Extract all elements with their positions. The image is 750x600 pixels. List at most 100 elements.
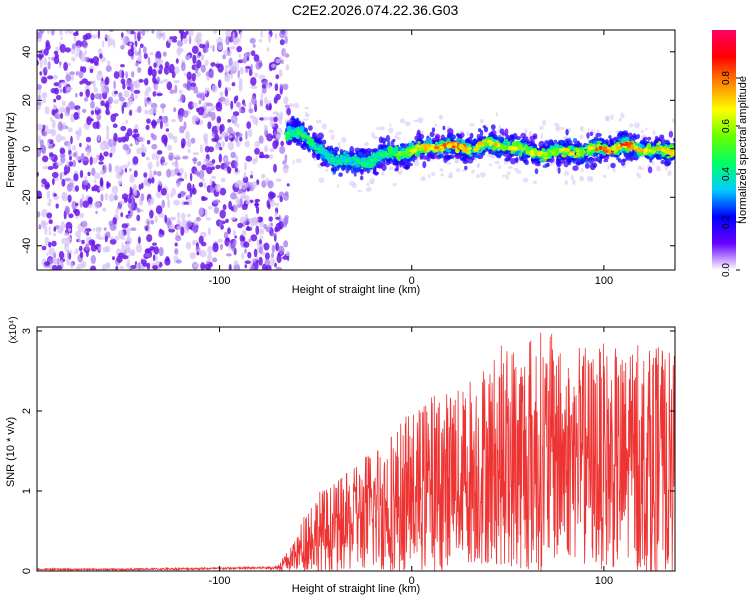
heatmap-cell — [392, 183, 397, 187]
heatmap-cell — [61, 178, 66, 187]
heatmap-cell — [58, 106, 66, 113]
heatmap-cell — [122, 37, 126, 47]
heatmap-cell — [270, 63, 276, 68]
heatmap-cell — [274, 211, 278, 218]
heatmap-cell — [187, 30, 194, 37]
heatmap-cell — [423, 147, 427, 152]
heatmap-cell — [207, 227, 211, 236]
heatmap-cell — [284, 215, 289, 220]
heatmap-cell — [259, 228, 265, 235]
heatmap-cell — [249, 115, 256, 120]
heatmap-cell — [75, 92, 78, 98]
heatmap-cell — [179, 191, 187, 196]
heatmap-cell — [72, 152, 78, 158]
heatmap-cell — [239, 31, 243, 39]
heatmap-cell — [275, 242, 279, 252]
heatmap-cell — [58, 250, 65, 259]
heatmap-cell — [225, 30, 232, 38]
heatmap-cell — [47, 75, 54, 80]
heatmap-cell — [179, 125, 185, 134]
heatmap-cell — [423, 140, 430, 145]
heatmap-cell — [37, 123, 44, 131]
heatmap-cell — [52, 171, 59, 179]
heatmap-cell — [113, 99, 119, 105]
heatmap-cell — [263, 242, 270, 251]
heatmap-cell — [81, 193, 85, 203]
heatmap-cell — [364, 141, 369, 147]
heatmap-cell — [570, 175, 574, 181]
heatmap-cell — [81, 66, 87, 73]
heatmap-cell — [608, 135, 612, 139]
heatmap-cell — [599, 155, 603, 159]
heatmap-cell — [166, 81, 173, 91]
heatmap-cell — [241, 252, 245, 260]
heatmap-cell — [267, 180, 274, 189]
heatmap-cell — [435, 133, 441, 140]
heatmap-cell — [302, 135, 306, 139]
heatmap-cell — [158, 69, 163, 75]
heatmap-cell — [47, 138, 51, 143]
heatmap-cell — [283, 240, 289, 248]
heatmap-cell — [83, 97, 89, 102]
heatmap-cell — [231, 82, 236, 87]
heatmap-cell — [113, 71, 120, 79]
heatmap-cell — [284, 154, 288, 162]
heatmap-cell — [327, 156, 332, 160]
heatmap-cell — [353, 168, 357, 173]
y-tick-label: 1 — [21, 488, 33, 494]
heatmap-cell — [204, 87, 208, 95]
heatmap-cell — [515, 169, 522, 174]
heatmap-cell — [155, 160, 160, 168]
heatmap-cell — [190, 82, 197, 88]
heatmap-cell — [469, 132, 474, 139]
heatmap-cell — [47, 202, 52, 207]
heatmap-cell — [579, 175, 585, 182]
heatmap-cell — [93, 87, 99, 93]
heatmap-cell — [388, 127, 394, 134]
heatmap-cell — [211, 84, 218, 93]
heatmap-cell — [106, 143, 110, 151]
heatmap-cell — [146, 118, 151, 124]
heatmap-cell — [234, 167, 238, 173]
heatmap-cell — [235, 154, 239, 163]
heatmap-cell — [512, 133, 518, 140]
heatmap-cell — [653, 148, 657, 151]
heatmap-cell — [311, 142, 315, 147]
heatmap-cell — [283, 96, 289, 105]
heatmap-cell — [589, 163, 596, 171]
heatmap-cell — [81, 78, 88, 84]
heatmap-cell — [220, 177, 226, 183]
x-tick-label: 0 — [409, 575, 415, 587]
heatmap-cell — [273, 163, 277, 173]
heatmap-cell — [198, 51, 202, 57]
heatmap-cell — [286, 107, 291, 116]
heatmap-cell — [307, 138, 315, 142]
heatmap-cell — [422, 155, 429, 160]
heatmap-cell — [128, 196, 132, 204]
heatmap-cell — [95, 210, 98, 215]
heatmap-cell — [241, 236, 246, 242]
heatmap-cell — [68, 252, 72, 260]
colorbar-tick-label: 0.2 — [721, 215, 732, 229]
heatmap-cell — [283, 131, 291, 135]
heatmap-cell — [479, 119, 484, 124]
heatmap-cell — [61, 192, 65, 200]
heatmap-cell — [66, 86, 73, 91]
heatmap-cell — [201, 196, 208, 201]
heatmap-cell — [205, 162, 210, 168]
heatmap-cell — [147, 56, 151, 66]
heatmap-cell — [349, 180, 355, 187]
heatmap-cell — [149, 52, 154, 56]
heatmap-cell — [99, 152, 103, 159]
heatmap-cell — [279, 39, 285, 46]
heatmap-cell — [183, 201, 190, 205]
heatmap-cell — [152, 242, 157, 246]
heatmap-cell — [572, 179, 576, 186]
heatmap-cell — [243, 241, 250, 248]
heatmap-cell — [120, 64, 125, 68]
heatmap-cell — [241, 182, 247, 191]
heatmap-cell — [224, 97, 230, 107]
heatmap-cell — [293, 102, 300, 109]
heatmap-cell — [90, 92, 95, 101]
